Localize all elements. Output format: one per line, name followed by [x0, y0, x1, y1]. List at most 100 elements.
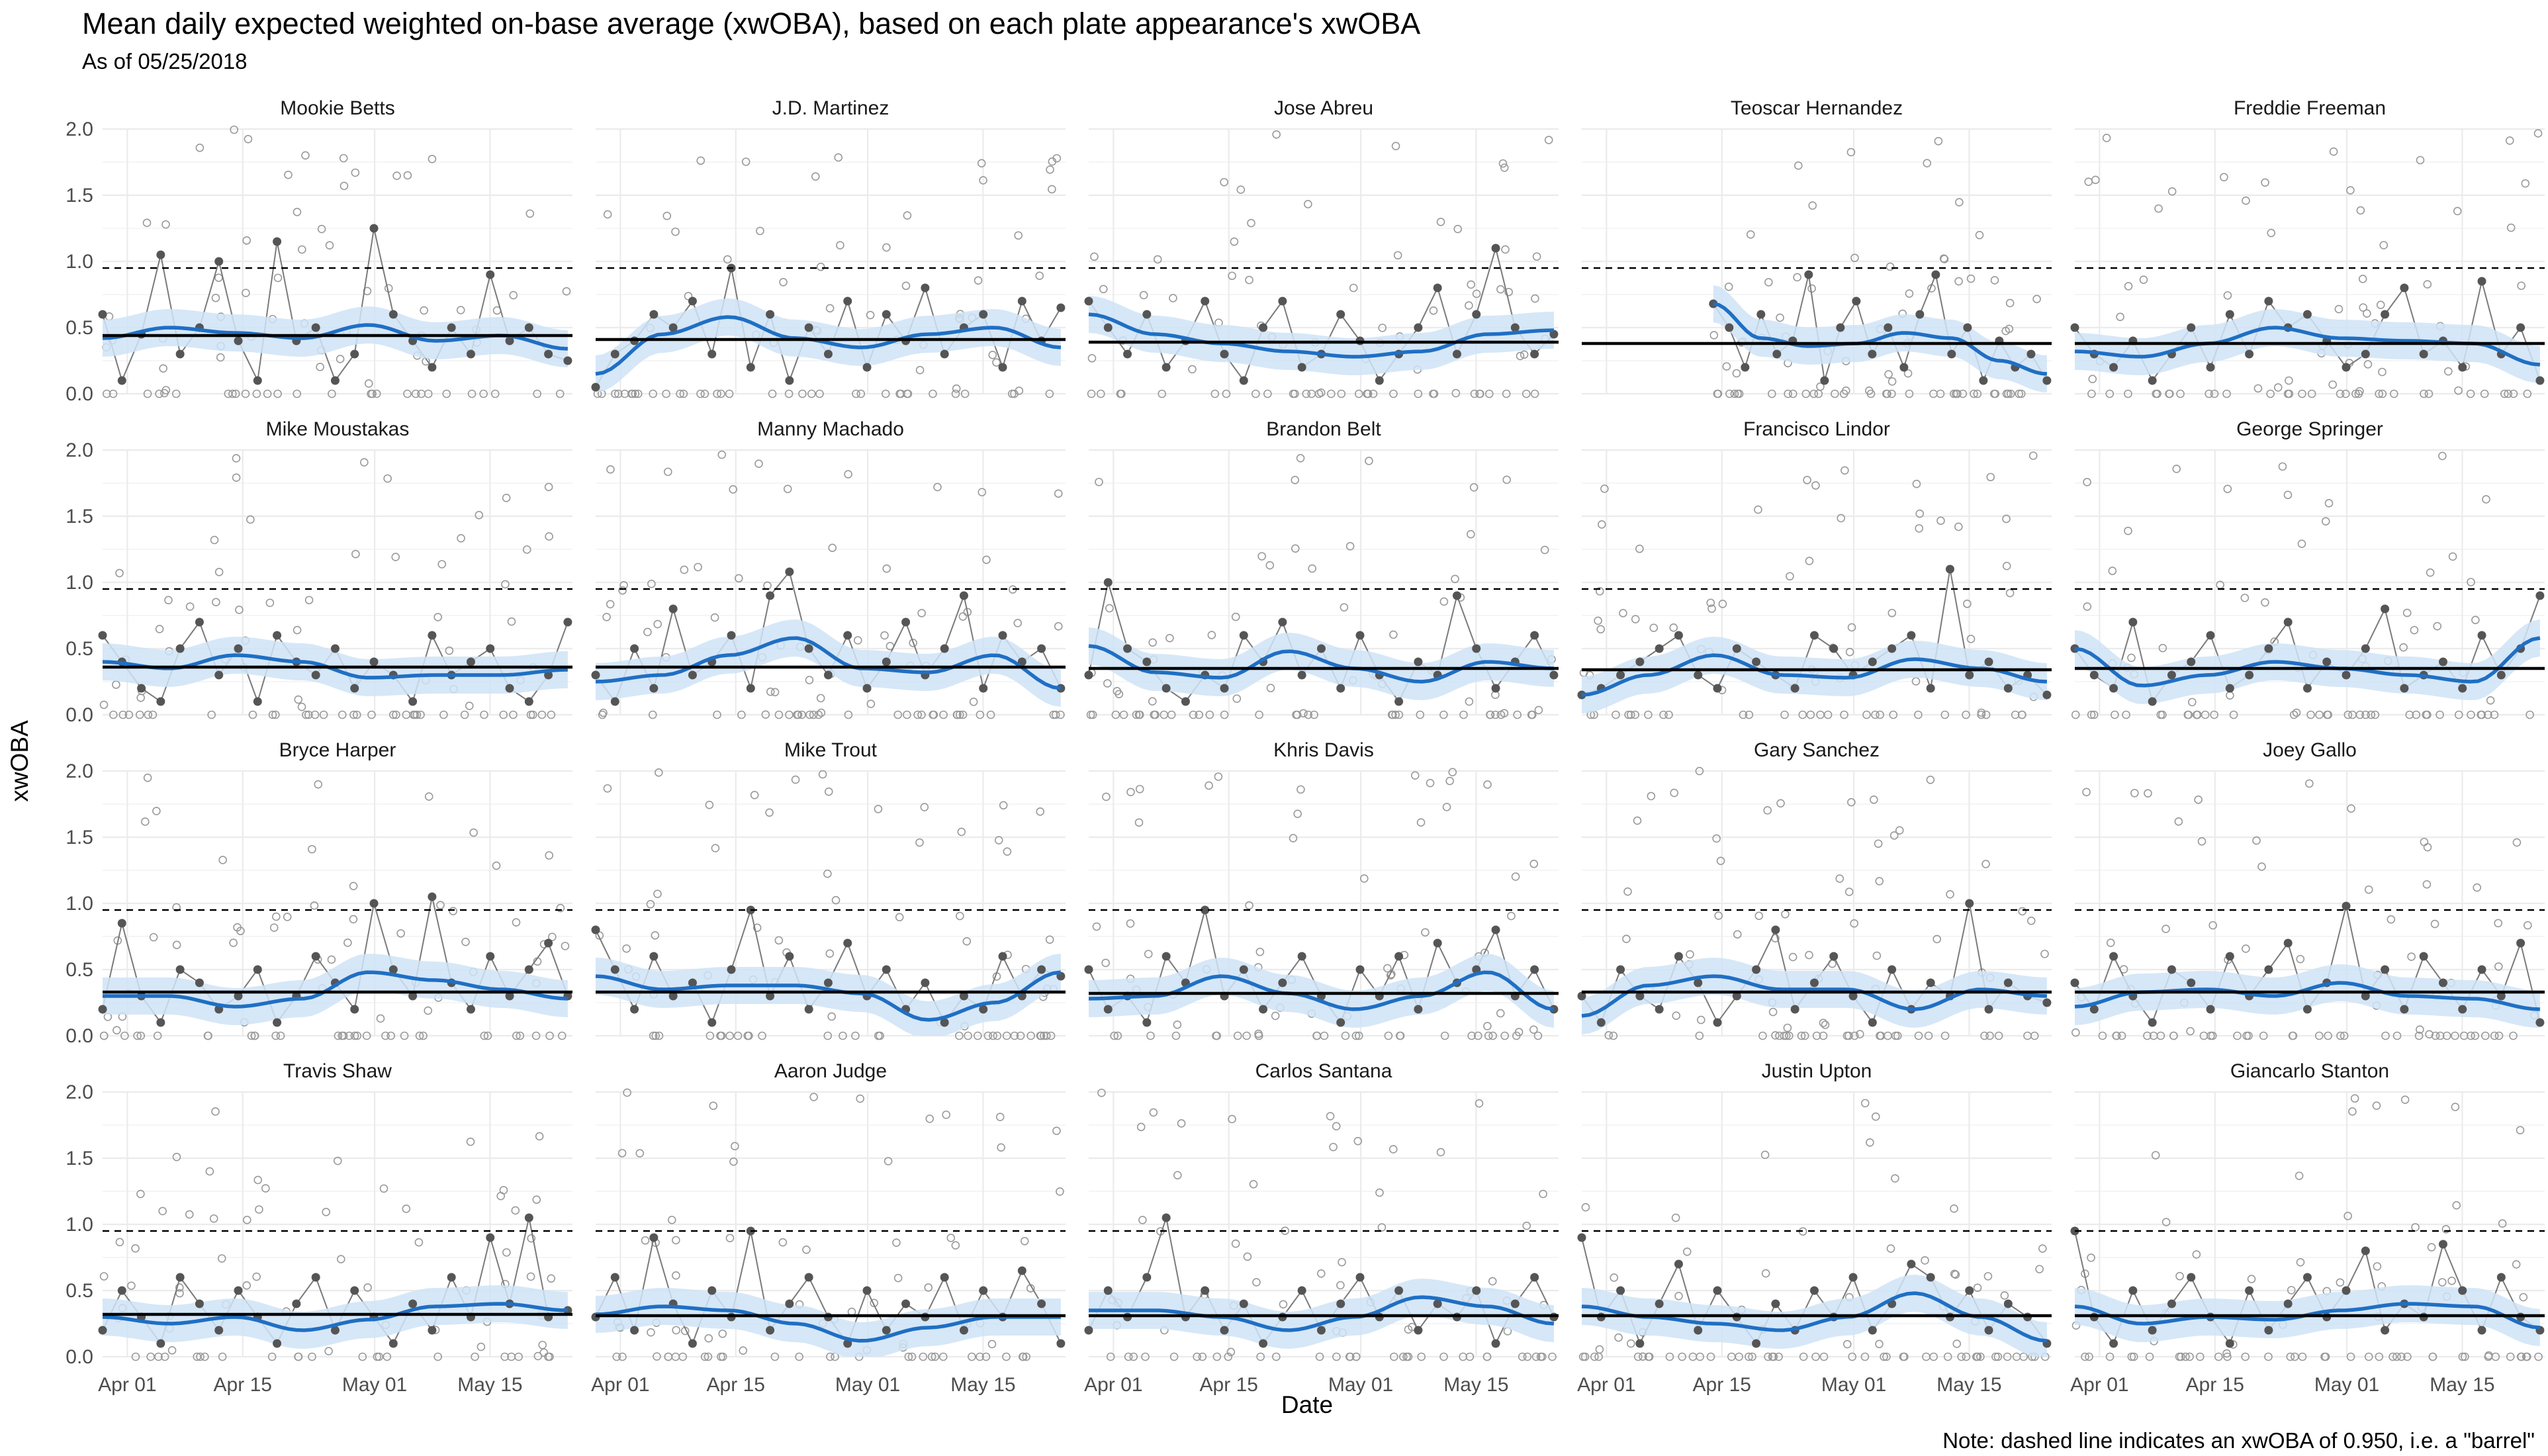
- daily-mean-point: [668, 604, 678, 614]
- pa-point: [1764, 278, 1773, 287]
- pa-point: [904, 1352, 913, 1361]
- daily-mean-point: [1655, 1005, 1664, 1014]
- smooth-confidence-band: [596, 954, 1061, 1036]
- pa-point: [2342, 389, 2350, 398]
- pa-point: [1672, 1011, 1681, 1020]
- pa-point: [1950, 1269, 1959, 1279]
- pa-point: [1139, 291, 1148, 300]
- daily-mean-point: [1161, 684, 1171, 693]
- pa-point: [1981, 860, 1990, 868]
- pa-point: [2194, 796, 2203, 804]
- pa-point: [1393, 251, 1402, 260]
- pa-point: [1233, 1031, 1242, 1040]
- pa-point: [2494, 962, 2503, 971]
- pa-point: [2363, 309, 2371, 318]
- pa-point: [1940, 710, 1950, 719]
- pa-point: [2416, 156, 2425, 165]
- pa-point: [2208, 921, 2217, 930]
- pa-point: [2130, 789, 2139, 797]
- pa-point: [2343, 1212, 2352, 1220]
- pa-point: [854, 636, 862, 645]
- daily-mean-point: [2187, 657, 2196, 666]
- daily-mean-point: [486, 952, 495, 961]
- pa-point: [1914, 1031, 1923, 1040]
- pa-point: [1097, 1088, 1106, 1097]
- daily-mean-point: [214, 670, 224, 680]
- pa-point: [1266, 684, 1275, 692]
- daily-mean-point: [959, 591, 968, 600]
- daily-mean-point: [1530, 349, 1539, 359]
- pa-point: [1990, 276, 1999, 285]
- pa-point: [952, 384, 961, 393]
- daily-mean-point: [1725, 323, 1734, 332]
- pa-point: [1950, 1204, 1958, 1213]
- pa-point: [2498, 1219, 2507, 1228]
- daily-mean-point: [1017, 1266, 1026, 1275]
- pa-point: [717, 450, 727, 459]
- daily-mean-point: [766, 1326, 775, 1335]
- pa-point: [531, 1031, 541, 1040]
- pa-point: [631, 389, 640, 398]
- pa-point: [1135, 784, 1144, 794]
- daily-mean-point: [1732, 644, 1741, 653]
- daily-mean-point: [330, 644, 340, 653]
- pa-point: [480, 710, 488, 719]
- daily-mean-point: [882, 965, 891, 974]
- daily-mean-point: [2302, 684, 2312, 693]
- daily-mean-point: [1201, 1286, 1210, 1295]
- x-tick-label: Apr 01: [1577, 1374, 1635, 1396]
- pa-point: [2467, 710, 2475, 719]
- pa-point: [1383, 964, 1392, 973]
- daily-mean-point: [1848, 1273, 1858, 1282]
- pa-point: [766, 687, 775, 696]
- pa-point: [1504, 288, 1513, 296]
- pa-point: [2144, 789, 2152, 797]
- pa-point: [2030, 1031, 2039, 1040]
- pa-point: [839, 1031, 847, 1040]
- pa-point: [172, 1152, 181, 1161]
- pa-point: [1888, 608, 1897, 617]
- pa-point: [124, 710, 134, 719]
- pa-point: [1088, 710, 1097, 719]
- pa-point: [396, 929, 405, 938]
- pa-point: [153, 1031, 162, 1040]
- pa-point: [856, 389, 866, 398]
- pa-point: [982, 555, 991, 565]
- pa-point: [1793, 273, 1801, 282]
- y-tick-label: 2.0: [66, 118, 93, 140]
- pa-point: [915, 838, 924, 847]
- daily-mean-point: [1123, 644, 1132, 653]
- daily-mean-point: [1655, 644, 1664, 653]
- daily-mean-point: [1577, 1233, 1586, 1242]
- pa-point: [483, 1031, 492, 1040]
- pa-point: [1470, 389, 1479, 398]
- pa-point: [2151, 1151, 2160, 1160]
- daily-mean-point: [1084, 670, 1093, 680]
- pa-point: [1536, 1352, 1545, 1361]
- pa-point: [248, 710, 257, 719]
- pa-point: [1544, 136, 1553, 144]
- pa-point: [1502, 475, 1511, 484]
- pa-point: [1900, 1352, 1909, 1361]
- daily-mean-point: [1829, 644, 1839, 653]
- pa-point: [185, 602, 195, 611]
- pa-point: [1271, 1011, 1280, 1021]
- pa-point: [729, 1157, 738, 1166]
- y-tick-label: 0.0: [66, 1025, 93, 1047]
- pa-point: [1205, 781, 1213, 790]
- pa-point: [2522, 1352, 2531, 1361]
- pa-point: [456, 306, 465, 314]
- pa-point: [866, 700, 876, 708]
- pa-point: [161, 220, 170, 229]
- pa-point: [2285, 389, 2294, 398]
- pa-point: [1453, 224, 1463, 234]
- pa-point: [743, 1031, 752, 1040]
- daily-mean-point: [707, 349, 717, 359]
- pa-point: [2477, 710, 2486, 719]
- pa-point: [193, 1352, 202, 1361]
- pa-point: [2521, 179, 2530, 188]
- daily-mean-point: [862, 1286, 872, 1295]
- pa-point: [410, 710, 420, 719]
- pa-point: [2035, 1265, 2044, 1273]
- daily-mean-point: [804, 1005, 813, 1014]
